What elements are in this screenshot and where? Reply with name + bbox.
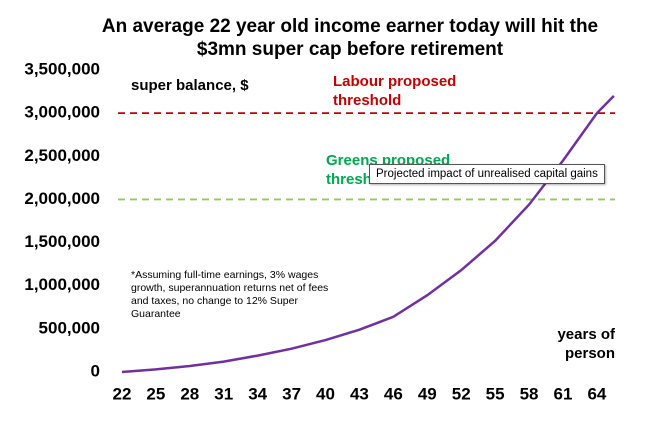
y-tick-label: 1,000,000 (24, 275, 100, 294)
x-tick-label: 46 (384, 384, 403, 403)
x-axis-label: years of person (557, 326, 615, 362)
x-tick-label: 31 (214, 384, 233, 403)
x-tick-label: 43 (350, 384, 369, 403)
reference-label: Labour proposed threshold (333, 73, 457, 109)
y-tick-label: 3,000,000 (24, 103, 100, 122)
x-tick-label: 52 (452, 384, 471, 403)
x-tick-label: 40 (316, 384, 335, 403)
y-tick-label: 1,500,000 (24, 232, 100, 251)
x-tick-label: 61 (554, 384, 573, 403)
x-tick-label: 49 (418, 384, 437, 403)
tooltip: Projected impact of unrealised capital g… (369, 164, 605, 184)
footnote: *Assuming full-time earnings, 3% wages g… (131, 269, 329, 320)
chart-title: An average 22 year old income earner tod… (101, 16, 599, 60)
x-tick-label: 37 (282, 384, 301, 403)
y-tick-label: 500,000 (39, 318, 100, 337)
y-axis-label: super balance, $ (131, 77, 249, 94)
y-tick-label: 0 (91, 361, 100, 380)
x-tick-label: 34 (248, 384, 267, 403)
y-tick-label: 2,500,000 (24, 146, 100, 165)
x-tick-label: 28 (180, 384, 199, 403)
x-tick-label: 64 (587, 384, 606, 403)
x-tick-label: 25 (146, 384, 165, 403)
y-tick-label: 2,000,000 (24, 189, 100, 208)
x-tick-label: 58 (520, 384, 539, 403)
x-tick-label: 55 (486, 384, 505, 403)
y-tick-label: 3,500,000 (24, 59, 100, 78)
x-tick-label: 22 (112, 384, 131, 403)
